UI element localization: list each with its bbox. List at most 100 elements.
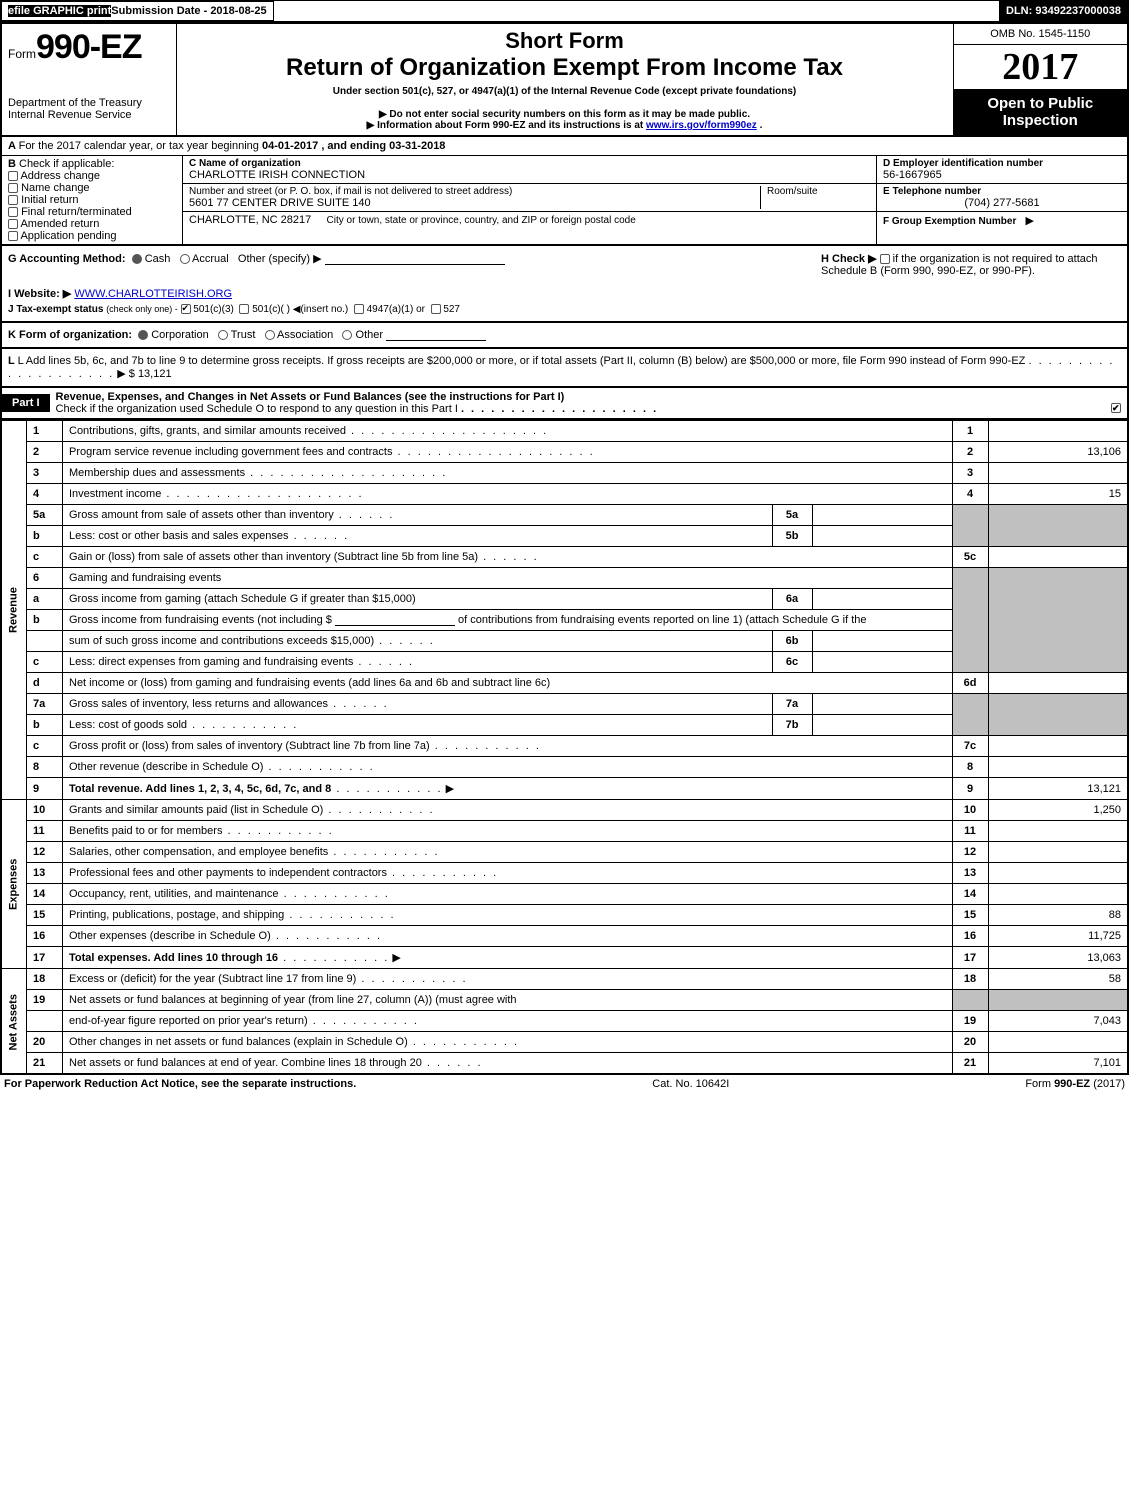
form-ref-num: 990-EZ bbox=[1054, 1078, 1090, 1090]
line-6b2-num bbox=[27, 631, 63, 652]
line-14-ln: 14 bbox=[952, 884, 988, 905]
year-begin: 04-01-2017 bbox=[262, 140, 318, 152]
section-g-block: G Accounting Method: Cash Accrual Other … bbox=[0, 246, 1129, 323]
line-6b-desc2: of contributions from fundraising events… bbox=[458, 614, 866, 626]
label-final-return: Final return/terminated bbox=[21, 206, 132, 218]
l-amount: ▶ $ 13,121 bbox=[117, 368, 171, 380]
line-6b-mn: 6b bbox=[772, 631, 812, 652]
line-7a-mn: 7a bbox=[772, 694, 812, 715]
line-6c-num: c bbox=[27, 652, 63, 673]
line-18-amt: 58 bbox=[988, 969, 1128, 990]
label-501c3: 501(c)(3) bbox=[193, 304, 234, 315]
line-1-num: 1 bbox=[27, 421, 63, 442]
line-13-amt bbox=[988, 863, 1128, 884]
line-5c-amt bbox=[988, 547, 1128, 568]
line-7a-desc: Gross sales of inventory, less returns a… bbox=[69, 698, 328, 710]
section-k-block: K Form of organization: Corporation Trus… bbox=[0, 323, 1129, 349]
shade-7 bbox=[952, 694, 988, 736]
irs-label: Internal Revenue Service bbox=[8, 109, 170, 121]
instructions-link[interactable]: www.irs.gov/form990ez bbox=[646, 120, 757, 131]
line-5c-desc: Gain or (loss) from sale of assets other… bbox=[69, 551, 478, 563]
expenses-label: Expenses bbox=[1, 800, 27, 969]
line-5a-desc: Gross amount from sale of assets other t… bbox=[69, 509, 334, 521]
line-15-desc: Printing, publications, postage, and shi… bbox=[69, 909, 284, 921]
check-pending[interactable] bbox=[8, 231, 18, 241]
form-number-big: 990-EZ bbox=[36, 28, 142, 66]
line-7a-mv bbox=[812, 694, 952, 715]
f-arrow: ▶ bbox=[1026, 215, 1034, 227]
website-link[interactable]: WWW.CHARLOTTEIRISH.ORG bbox=[74, 288, 232, 300]
line-19-num: 19 bbox=[27, 990, 63, 1011]
line-9-ln: 9 bbox=[952, 778, 988, 800]
part-1-label: Part I bbox=[2, 394, 50, 412]
radio-accrual[interactable] bbox=[180, 254, 190, 264]
phone: (704) 277-5681 bbox=[883, 197, 1121, 209]
line-11-ln: 11 bbox=[952, 821, 988, 842]
line-8-amt bbox=[988, 757, 1128, 778]
check-schedule-o[interactable] bbox=[1111, 403, 1121, 413]
line-2-num: 2 bbox=[27, 442, 63, 463]
check-address[interactable] bbox=[8, 171, 18, 181]
check-schedule-b[interactable] bbox=[880, 254, 890, 264]
line-6b-desc: sum of such gross income and contributio… bbox=[69, 635, 374, 647]
line-13-ln: 13 bbox=[952, 863, 988, 884]
check-501c3[interactable] bbox=[181, 304, 191, 314]
shade-6 bbox=[952, 568, 988, 673]
line-7b-num: b bbox=[27, 715, 63, 736]
line-6c-mv bbox=[812, 652, 952, 673]
line-21-desc: Net assets or fund balances at end of ye… bbox=[69, 1057, 422, 1069]
org-address: 5601 77 CENTER DRIVE SUITE 140 bbox=[189, 197, 760, 209]
omb-number: OMB No. 1545-1150 bbox=[960, 28, 1122, 40]
line-6c-mn: 6c bbox=[772, 652, 812, 673]
netassets-label: Net Assets bbox=[1, 969, 27, 1075]
line-8-desc: Other revenue (describe in Schedule O) bbox=[69, 761, 263, 773]
warn-1: Do not enter social security numbers on … bbox=[379, 109, 750, 120]
line-9-amt: 13,121 bbox=[988, 778, 1128, 800]
check-amended[interactable] bbox=[8, 219, 18, 229]
radio-trust[interactable] bbox=[218, 330, 228, 340]
other-form-input[interactable] bbox=[386, 329, 486, 341]
warn-2-pre: Information about Form 990-EZ and its in… bbox=[377, 120, 646, 131]
i-label: I Website: ▶ bbox=[8, 288, 71, 300]
check-initial[interactable] bbox=[8, 195, 18, 205]
check-501c[interactable] bbox=[239, 304, 249, 314]
line-17-num: 17 bbox=[27, 947, 63, 969]
line-6d-amt bbox=[988, 673, 1128, 694]
line-6b-num: b bbox=[27, 610, 63, 631]
line-3-ln: 3 bbox=[952, 463, 988, 484]
e-label: E Telephone number bbox=[883, 186, 1121, 197]
line-5b-mn: 5b bbox=[772, 526, 812, 547]
check-4947[interactable] bbox=[354, 304, 364, 314]
line-6d-ln: 6d bbox=[952, 673, 988, 694]
j-label: J Tax-exempt status bbox=[8, 304, 103, 315]
line-7c-ln: 7c bbox=[952, 736, 988, 757]
check-name[interactable] bbox=[8, 183, 18, 193]
line-17-amt: 13,063 bbox=[988, 947, 1128, 969]
line-14-amt bbox=[988, 884, 1128, 905]
line-12-ln: 12 bbox=[952, 842, 988, 863]
label-other-form: Other bbox=[356, 329, 384, 341]
line-16-desc: Other expenses (describe in Schedule O) bbox=[69, 930, 271, 942]
under-section: Under section 501(c), 527, or 4947(a)(1)… bbox=[183, 86, 947, 97]
other-specify-input[interactable] bbox=[325, 253, 505, 265]
radio-cash[interactable] bbox=[132, 254, 142, 264]
check-527[interactable] bbox=[431, 304, 441, 314]
label-address-change: Address change bbox=[20, 170, 100, 182]
radio-corporation[interactable] bbox=[138, 330, 148, 340]
radio-other-form[interactable] bbox=[342, 330, 352, 340]
line-6-desc: Gaming and fundraising events bbox=[69, 572, 221, 584]
fundraising-amount-input[interactable] bbox=[335, 614, 455, 626]
check-final[interactable] bbox=[8, 207, 18, 217]
addr-label: Number and street (or P. O. box, if mail… bbox=[189, 186, 760, 197]
line-20-desc: Other changes in net assets or fund bala… bbox=[69, 1036, 408, 1048]
shade-19 bbox=[952, 990, 988, 1011]
radio-association[interactable] bbox=[265, 330, 275, 340]
line-6a-num: a bbox=[27, 589, 63, 610]
line-3-num: 3 bbox=[27, 463, 63, 484]
label-527: 527 bbox=[443, 304, 460, 315]
line-5a-mn: 5a bbox=[772, 505, 812, 526]
line-19b-num bbox=[27, 1011, 63, 1032]
line-4-ln: 4 bbox=[952, 484, 988, 505]
line-a-pre: For the 2017 calendar year, or tax year … bbox=[19, 140, 262, 152]
year-end: 03-31-2018 bbox=[389, 140, 445, 152]
